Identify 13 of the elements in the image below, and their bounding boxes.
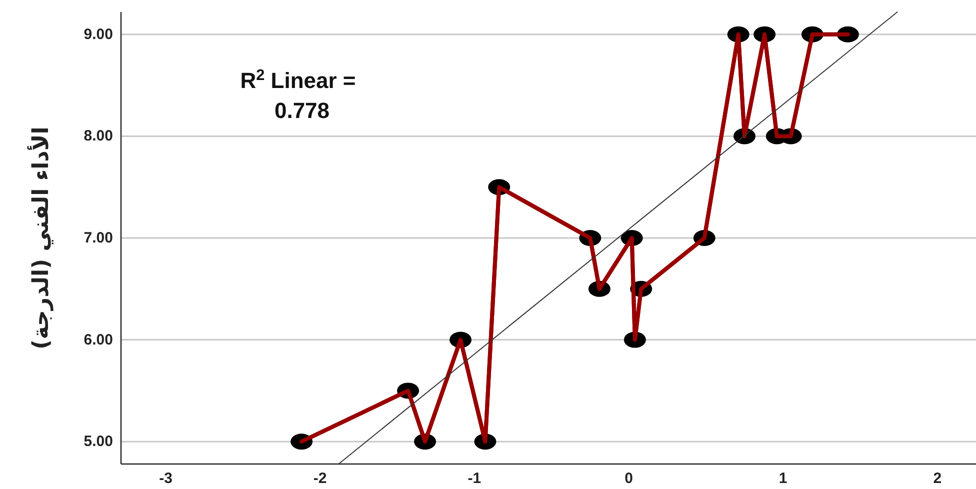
x-tick-label: 2 xyxy=(933,470,942,487)
y-tick-label: 9.00 xyxy=(84,26,113,43)
annotation: R$^{2}$ Linear = 0.778 xyxy=(240,66,356,123)
y-tick-label: 8.00 xyxy=(84,128,113,145)
x-tick-label: -2 xyxy=(313,470,327,487)
y-axis-title: الأداء الفني (الدرجة) xyxy=(27,126,54,350)
y-tick-label: 6.00 xyxy=(84,331,113,348)
x-tick-label: -3 xyxy=(159,470,172,487)
x-tick-label: 1 xyxy=(778,470,788,487)
x-tick-label: -1 xyxy=(468,470,482,487)
y-tick-label: 5.00 xyxy=(84,433,113,450)
x-tick-label: 0 xyxy=(624,470,633,487)
y-tick-label: 7.00 xyxy=(84,230,113,246)
